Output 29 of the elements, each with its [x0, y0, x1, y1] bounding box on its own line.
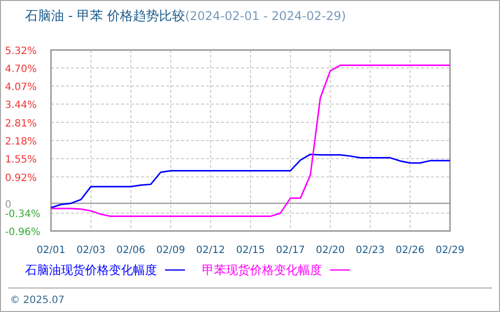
- text: © 2025.07: [10, 295, 65, 306]
- y-tick-label: -0.34%: [5, 209, 40, 220]
- x-tick-label: 02/20: [316, 245, 345, 256]
- legend-label: 石脑油现货价格变化幅度: [25, 263, 157, 277]
- x-tick-label: 02/17: [276, 245, 305, 256]
- x-tick-label: 02/12: [196, 245, 226, 256]
- x-tick-label: 02/03: [76, 245, 106, 256]
- x-tick-label: 02/29: [436, 245, 464, 256]
- x-tick-label: 02/06: [116, 245, 146, 256]
- x-tick-label: 02/01: [36, 245, 66, 256]
- y-tick-label: 0.92%: [5, 172, 37, 184]
- y-tick-label: 4.07%: [5, 82, 37, 94]
- x-tick-label: 02/09: [156, 245, 186, 256]
- y-tick-label: 0: [5, 199, 12, 210]
- line-series: [50, 64, 451, 218]
- chart-subtitle: (2024-02-01 - 2024-02-29): [185, 9, 346, 23]
- y-tick-label: 4.70%: [5, 64, 37, 75]
- y-tick-label: 2.81%: [5, 118, 37, 130]
- y-tick-label: -0.96%: [5, 227, 40, 238]
- x-tick-label: 02/26: [396, 245, 425, 256]
- y-tick-label: 2.18%: [5, 136, 37, 148]
- y-tick-label: 5.32%: [5, 46, 37, 57]
- y-tick-label: 1.55%: [5, 154, 37, 166]
- legend-label: 甲苯现货价格变化幅度: [202, 263, 322, 277]
- y-tick-label: 3.44%: [5, 100, 37, 112]
- x-tick-label: 02/15: [236, 245, 265, 256]
- chart-title: 石脑油 - 甲苯 价格趋势比较: [25, 9, 186, 24]
- line-series: [50, 154, 451, 208]
- x-tick-label: 02/23: [356, 245, 385, 256]
